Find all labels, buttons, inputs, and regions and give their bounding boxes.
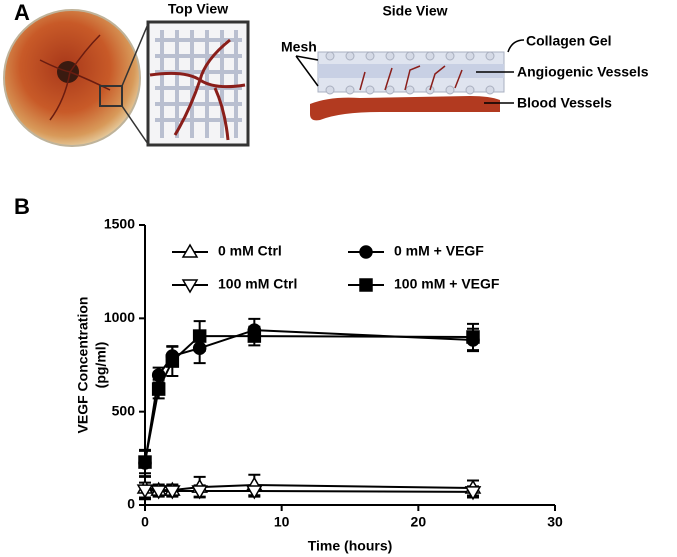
marker	[192, 341, 207, 355]
y-tick-label: 500	[112, 402, 136, 418]
x-tick-label: 0	[141, 514, 149, 530]
x-tick-label: 30	[547, 514, 563, 530]
marker	[464, 486, 482, 501]
series-line	[144, 335, 474, 463]
mesh-label: Mesh	[281, 39, 317, 55]
marker	[151, 382, 166, 396]
legend-item: 100 mM + VEGF	[348, 276, 500, 292]
marker	[247, 329, 262, 343]
side-view	[310, 51, 505, 121]
egg-photo	[3, 9, 141, 147]
marker	[150, 485, 167, 500]
marker	[136, 484, 154, 499]
side-view-title: Side View	[382, 3, 447, 19]
legend-item: 0 mM + VEGF	[348, 243, 484, 259]
chart: 0 500 1000 1500 0 10 20 30 Time (hours) VEGF Conc…	[75, 216, 563, 554]
arrow	[507, 39, 525, 53]
marker	[165, 354, 180, 368]
marker	[246, 485, 263, 500]
marker	[466, 330, 480, 344]
y-axis-title: (pg/ml)	[93, 342, 109, 389]
x-tick-label: 20	[411, 514, 427, 530]
legend-label: 100 mM + VEGF	[394, 276, 500, 292]
blood-label: Blood Vessels	[517, 95, 612, 111]
panel-label: B	[14, 194, 30, 219]
angiogenic-label: Angiogenic Vessels	[517, 64, 649, 80]
legend-marker	[359, 278, 373, 292]
panel-label: A	[14, 0, 30, 25]
zoom-line	[121, 105, 149, 145]
y-tick-label: 1500	[104, 216, 135, 232]
y-tick-label: 0	[127, 496, 135, 512]
legend-marker	[181, 279, 199, 294]
marker	[164, 485, 181, 500]
y-tick-label: 1000	[104, 309, 135, 325]
top-view	[146, 20, 250, 147]
arrow	[295, 55, 319, 87]
legend-label: 0 mM + VEGF	[394, 243, 484, 259]
legend-label: 100 mM Ctrl	[218, 276, 297, 292]
zoom-line	[121, 23, 149, 87]
legend-label: 0 mM Ctrl	[218, 243, 282, 259]
marker	[191, 485, 208, 500]
collagen-label: Collagen Gel	[526, 33, 612, 49]
legend-item: 0 mM Ctrl	[172, 243, 282, 259]
marker	[151, 368, 166, 382]
marker	[138, 455, 152, 469]
legend-marker	[359, 245, 373, 259]
x-tick-label: 10	[274, 514, 290, 530]
marker	[192, 329, 207, 343]
legend-marker	[181, 243, 199, 258]
top-view-title: Top View	[168, 1, 228, 17]
legend-item: 100 mM Ctrl	[172, 276, 297, 294]
x-axis-title: Time (hours)	[308, 538, 393, 554]
y-axis-title: VEGF Concentration	[75, 297, 91, 434]
